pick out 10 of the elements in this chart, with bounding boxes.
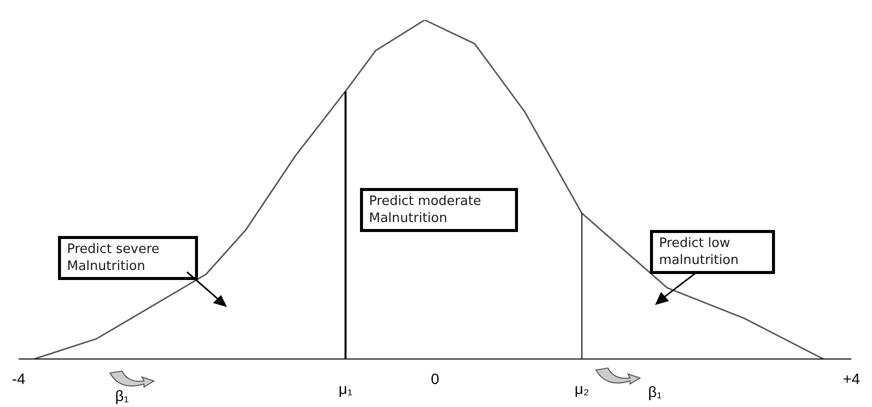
ref-line-label: μ₂	[574, 381, 590, 398]
x-tick-label: 0	[430, 371, 440, 388]
annotation: Predict severe Malnutrition	[58, 236, 198, 280]
annotation: Predict low malnutrition	[650, 230, 775, 274]
text: β₁	[115, 388, 129, 405]
x-tick-label: +4	[842, 371, 860, 388]
text: β₁	[648, 384, 662, 401]
ref-line-label: μ₁	[338, 381, 352, 398]
annotation: Predict moderate Malnutrition	[360, 188, 518, 232]
x-tick-label: -4	[12, 371, 26, 388]
